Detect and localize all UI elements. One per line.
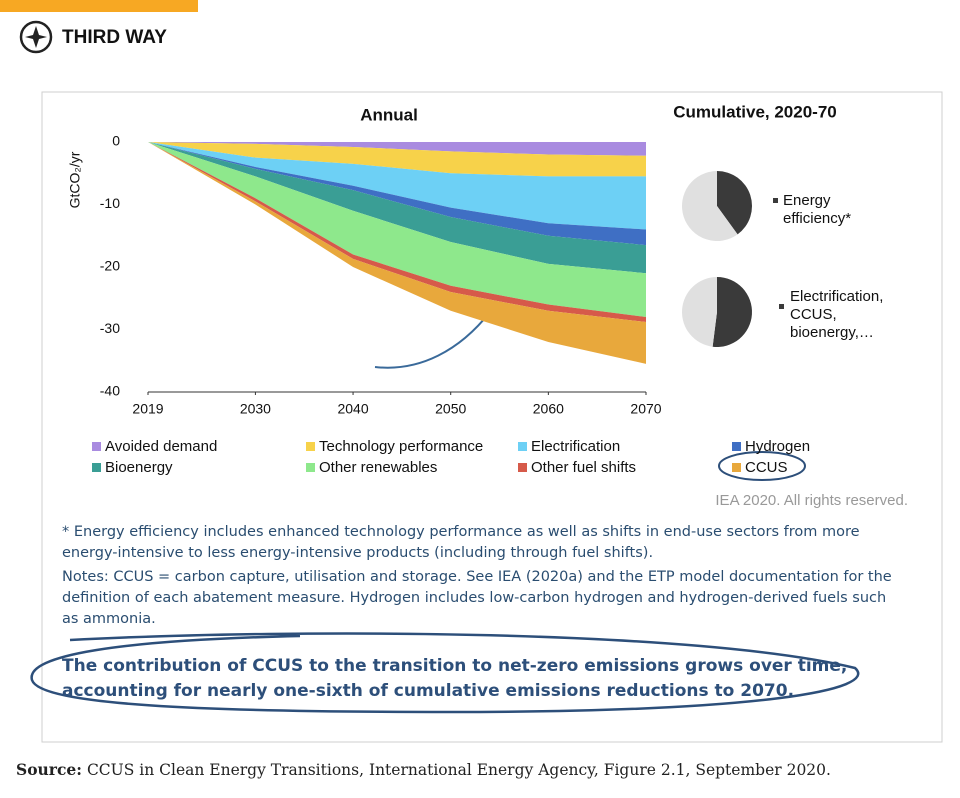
pie-slice	[681, 277, 717, 347]
y-tick-label: -10	[100, 195, 120, 211]
area	[148, 142, 646, 177]
source-label: Source:	[16, 760, 82, 779]
notes: as ammonia.	[62, 611, 156, 627]
statement: accounting for nearly one-sixth of cumul…	[62, 681, 795, 701]
x-tick-label: 2050	[435, 401, 466, 417]
legend-swatch	[306, 463, 315, 472]
legend-highlight	[718, 451, 806, 481]
legend-label: Avoided demand	[105, 438, 217, 455]
area	[148, 142, 646, 364]
y-tick-label: -40	[100, 383, 120, 399]
legend-label: Hydrogen	[745, 438, 810, 455]
area	[148, 142, 646, 230]
pie-legend-swatch	[773, 198, 778, 203]
footnote: energy-intensive to less energy-intensiv…	[62, 545, 654, 561]
logo-icon	[19, 20, 53, 54]
legend-label: Electrification	[531, 438, 620, 455]
footnote: * Energy efficiency includes enhanced te…	[62, 524, 860, 540]
pie-legend-swatch	[779, 304, 784, 309]
x-tick-label: 2070	[630, 401, 661, 417]
x-tick-label: 2040	[337, 401, 368, 417]
legend-swatch	[306, 442, 315, 451]
legend-label: Other renewables	[319, 459, 437, 476]
pie-slice	[682, 171, 738, 241]
notes: Notes: CCUS = carbon capture, utilisatio…	[62, 569, 892, 585]
area	[148, 142, 646, 274]
pie-slice	[712, 277, 752, 347]
legend-swatch	[92, 442, 101, 451]
logo-text: THIRD WAY	[62, 27, 167, 48]
y-tick-label: 0	[112, 133, 120, 149]
area	[148, 142, 646, 317]
legend-swatch	[518, 442, 527, 451]
pie-title: Cumulative, 2020-70	[673, 102, 836, 121]
legend-label: Technology performance	[319, 438, 483, 455]
area	[148, 142, 646, 246]
notes: definition of each abatement measure. Hy…	[62, 590, 887, 606]
pie-label: Energy efficiency*	[783, 192, 852, 227]
x-tick-label: 2060	[533, 401, 564, 417]
y-tick-label: -20	[100, 258, 120, 274]
legend-swatch	[732, 442, 741, 451]
legend-swatch	[518, 463, 527, 472]
area	[148, 142, 646, 156]
annotation-arrow	[374, 311, 491, 369]
x-tick-label: 2030	[240, 401, 271, 417]
y-tick-label: -30	[100, 320, 120, 336]
source: Source: CCUS in Clean Energy Transitions…	[16, 760, 831, 779]
pie-slice	[717, 171, 752, 235]
pie-label: Electrification, CCUS, bioenergy,…	[790, 288, 884, 341]
statement: The contribution of CCUS to the transiti…	[62, 656, 848, 676]
legend-label: CCUS	[745, 459, 788, 476]
logo-star	[25, 26, 47, 48]
copyright: IEA 2020. All rights reserved.	[715, 492, 908, 509]
figure-frame	[41, 91, 943, 743]
x-tick-label: 2019	[132, 401, 163, 417]
source-text: CCUS in Clean Energy Transitions, Intern…	[86, 761, 831, 779]
statement-highlight	[30, 632, 860, 714]
y-axis-label: GtCO₂/yr	[67, 151, 83, 208]
header-bar	[0, 0, 198, 12]
legend-swatch	[92, 463, 101, 472]
legend-swatch	[732, 463, 741, 472]
chart-title: Annual	[360, 105, 418, 124]
legend-label: Other fuel shifts	[531, 459, 636, 476]
legend-label: Bioenergy	[105, 459, 173, 476]
